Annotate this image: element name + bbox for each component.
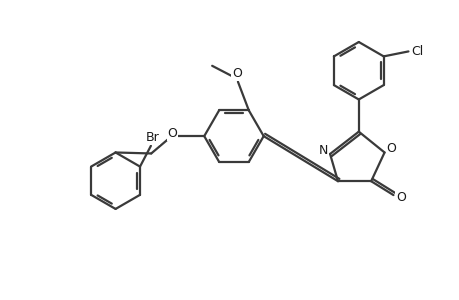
Text: N: N	[318, 145, 327, 158]
Text: O: O	[167, 127, 177, 140]
Text: Br: Br	[145, 131, 159, 144]
Text: O: O	[386, 142, 396, 155]
Text: O: O	[396, 191, 405, 204]
Text: Cl: Cl	[410, 45, 423, 58]
Text: O: O	[232, 67, 242, 80]
